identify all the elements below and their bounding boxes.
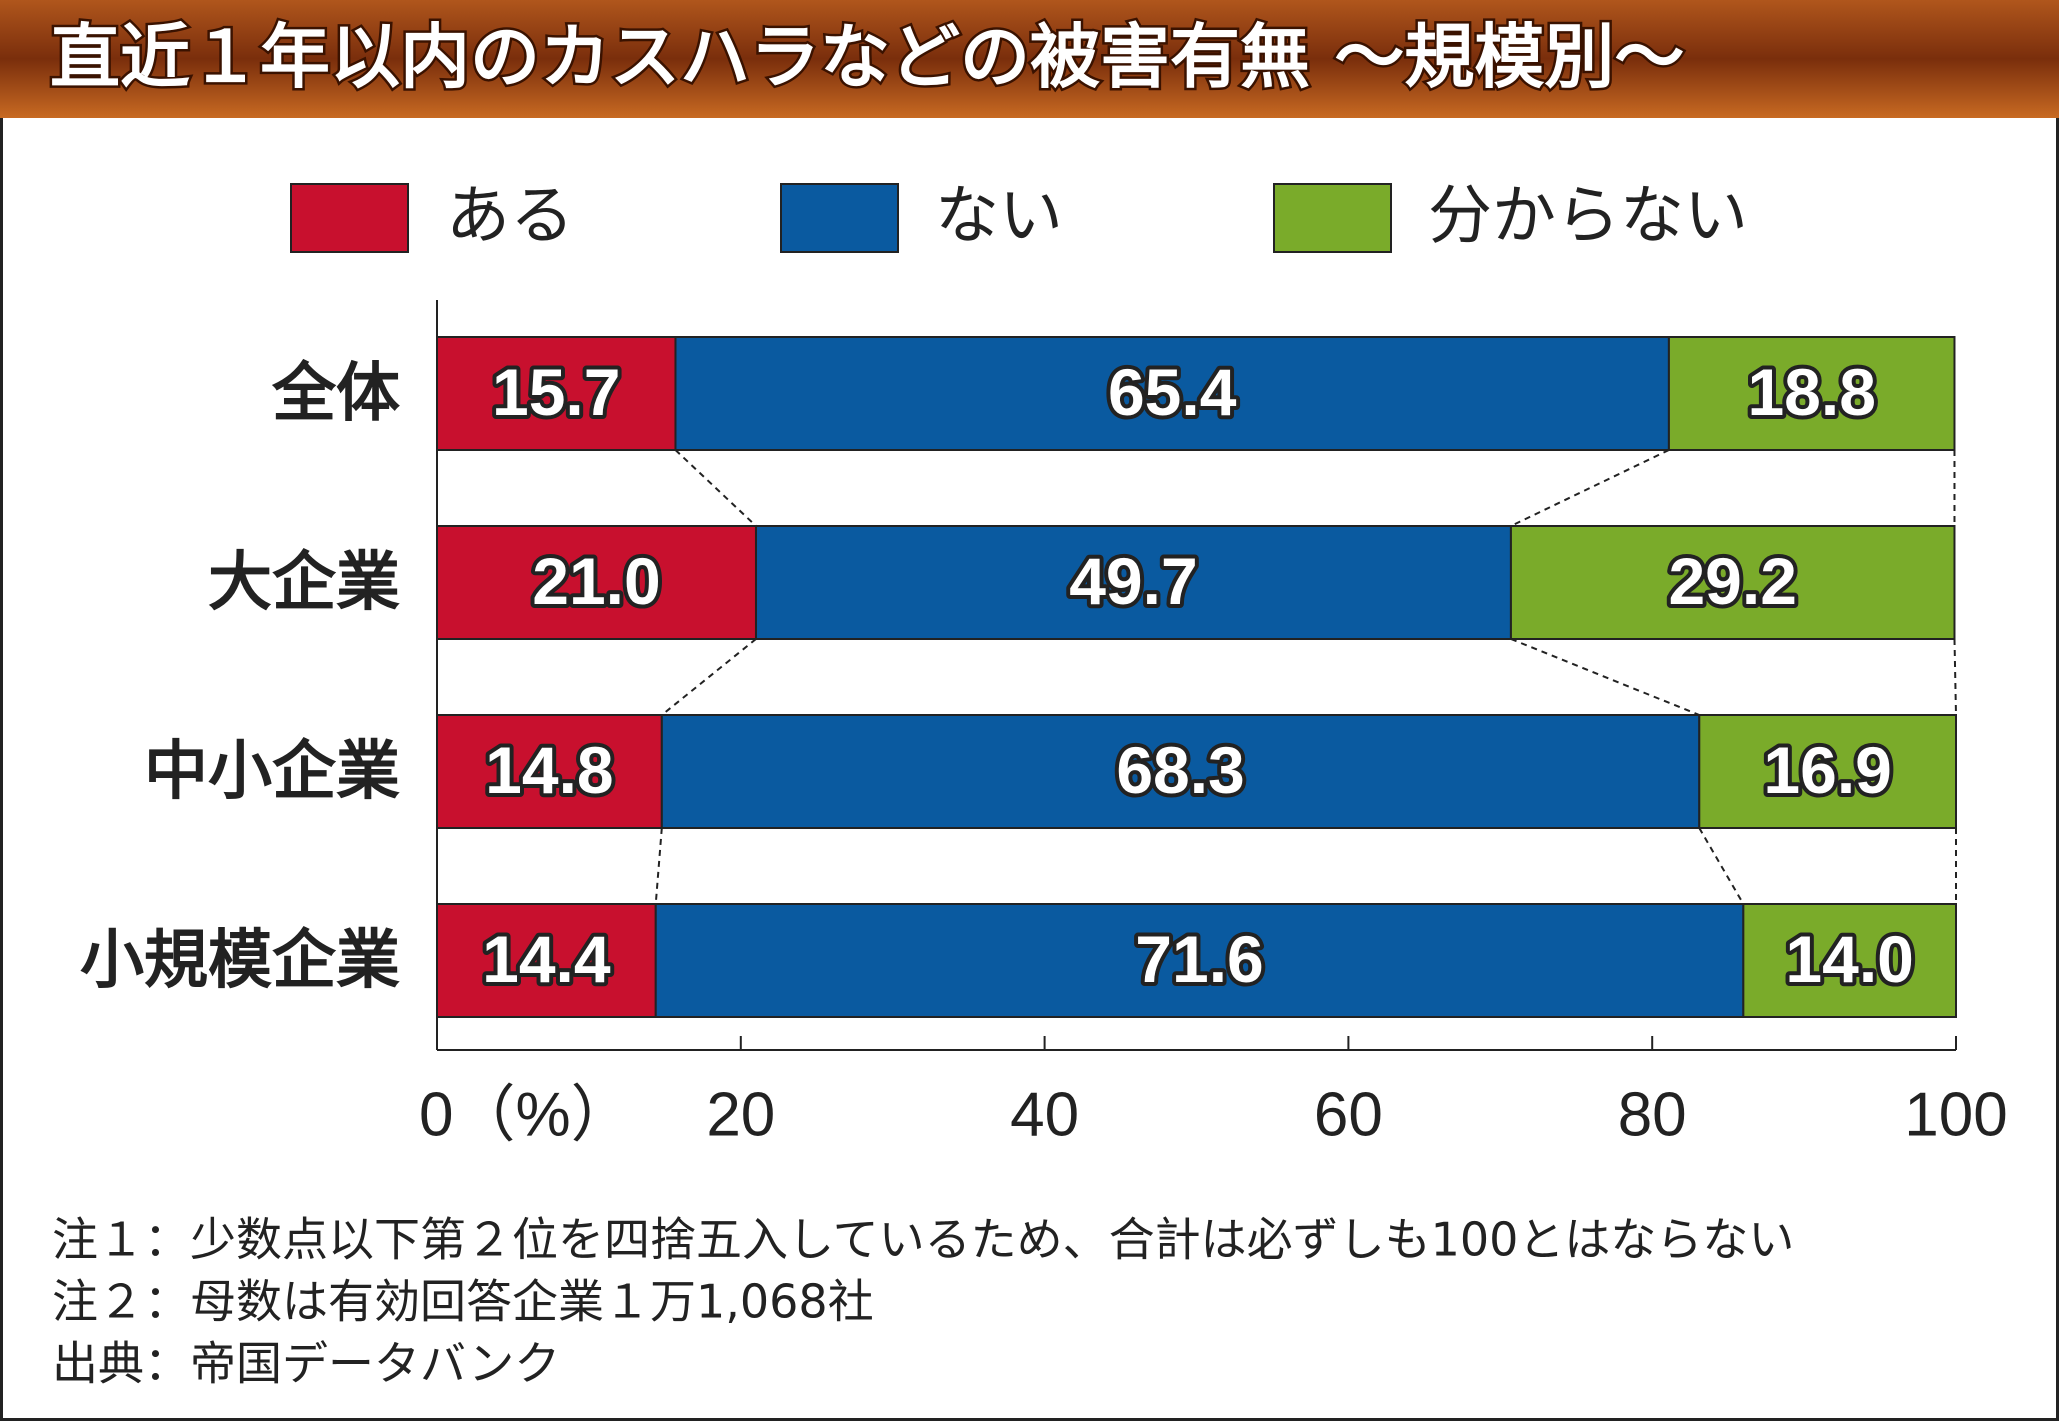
bar-segment [436, 903, 657, 1018]
connector [1510, 638, 1700, 716]
x-tick-label: 0（%） [419, 1080, 633, 1149]
x-tick-label: 20 [706, 1080, 775, 1149]
x-tick-label: 60 [1314, 1080, 1383, 1149]
title-bar [0, 0, 2059, 118]
category-label: 大企業 [208, 546, 400, 620]
note: 注２：母数は有効回答企業１万1,068社 [52, 1275, 874, 1329]
x-tick-label: 40 [1010, 1080, 1079, 1149]
bar-segment [660, 714, 1701, 829]
x-tick-label: 80 [1618, 1080, 1687, 1149]
bar-segment [1667, 336, 1956, 451]
legend-swatch [1273, 183, 1392, 253]
connector [661, 638, 757, 716]
value-label: 21.0 [532, 544, 660, 618]
bar-segment [1742, 903, 1957, 1018]
legend-label: ない [935, 180, 1063, 254]
value-label: 65.4 [1108, 355, 1237, 429]
value-label: 49.7 [1069, 544, 1197, 618]
x-tick-label: 100 [1904, 1080, 2007, 1149]
value-label: 18.8 [1747, 355, 1875, 429]
bar-segment [436, 336, 677, 451]
value-label: 14.4 [482, 922, 611, 996]
legend-label: ある [446, 180, 574, 254]
bar-segment [436, 714, 663, 829]
category-label: 小規模企業 [80, 924, 400, 998]
legend-label: 分からない [1428, 180, 1748, 254]
bar-segment [1698, 714, 1957, 829]
bar-segment [1509, 525, 1956, 640]
value-label: 71.6 [1135, 922, 1263, 996]
category-label: 中小企業 [144, 735, 400, 809]
value-label: 14.0 [1785, 922, 1913, 996]
note: 出典：帝国データバンク [52, 1337, 560, 1391]
bar-segment [674, 336, 1670, 451]
value-label: 16.9 [1763, 733, 1891, 807]
note: 注１：少数点以下第２位を四捨五入しているため、合計は必ずしも100とはならない [52, 1213, 1794, 1267]
value-label: 68.3 [1116, 733, 1244, 807]
bar-segment [436, 525, 757, 640]
category-label: 全体 [271, 357, 400, 431]
value-label: 14.8 [485, 733, 613, 807]
value-label: 29.2 [1668, 544, 1796, 618]
connector [1953, 638, 1957, 716]
connector [1698, 827, 1745, 905]
connector [674, 449, 757, 527]
value-label: 15.7 [492, 355, 620, 429]
legend-swatch [290, 183, 409, 253]
connector [1510, 449, 1670, 527]
connector [654, 827, 663, 905]
bar-segment [754, 525, 1512, 640]
legend-swatch [780, 183, 899, 253]
chart-title: 直近１年以内のカスハラなどの被害有無 ～規模別～ [50, 16, 1684, 98]
